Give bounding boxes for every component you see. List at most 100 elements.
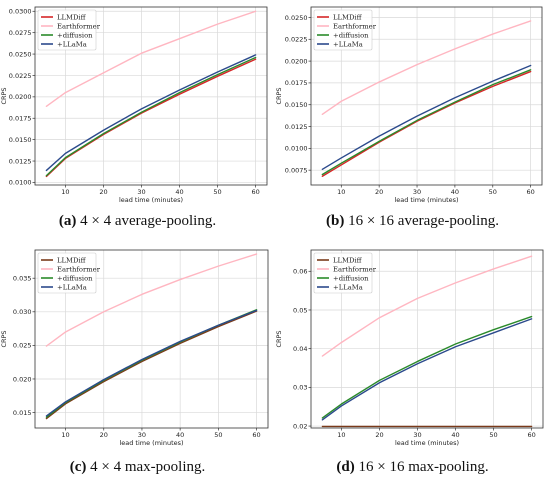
y-tick-label: 0.06 <box>293 268 307 276</box>
chart-b: 10 20 30 40 50 60 0.0075 0.0100 0.0125 0.0150 0.01… <box>275 0 550 212</box>
caption-d-text: 16 × 16 max-pooling. <box>354 459 489 475</box>
x-axis-label: lead time (minutes) <box>395 439 459 447</box>
legend-entry: Earthformer <box>333 265 377 273</box>
y-tick-label: 0.020 <box>13 375 32 383</box>
legend-box <box>37 252 97 294</box>
chart-a-svg: 10 20 30 40 50 60 0.0100 0.0125 0.0150 0.0175 0.02… <box>0 6 268 204</box>
chart-d: 10 20 30 40 50 60 0.02 0.03 0.04 0.05 0.06 lead tim… <box>275 243 550 455</box>
legend-entry: Earthformer <box>333 22 377 30</box>
y-tick-label: 0.0200 <box>285 57 308 65</box>
y-tick-label: 0.025 <box>13 342 32 350</box>
caption-b-text: 16 × 16 average-pooling. <box>344 213 499 229</box>
chart-c-svg: 10 20 30 40 50 60 0.015 0.020 0.025 0.030 0.035 lea… <box>0 249 269 447</box>
x-tick-label: 60 <box>527 431 535 439</box>
caption-b: (b) 16 × 16 average-pooling. <box>275 213 550 230</box>
caption-a-text: 4 × 4 average-pooling. <box>76 213 217 229</box>
legend-entry: +diffusion <box>333 274 369 282</box>
y-tick-label: 0.03 <box>293 384 307 392</box>
legend-box <box>313 252 373 294</box>
series-line-earthformer <box>321 20 532 116</box>
series-line-earthformer <box>321 255 533 357</box>
legend-entry: LLMDiff <box>57 256 87 264</box>
x-tick-label: 30 <box>413 188 421 196</box>
caption-a-label: (a) <box>58 213 77 229</box>
legend-entry: LLMDiff <box>333 13 363 21</box>
series-line-plus-diffusion <box>321 315 533 419</box>
y-tick-label: 0.0275 <box>9 29 32 37</box>
x-tick-label: 50 <box>489 188 497 196</box>
y-axis-label: CRPS <box>275 87 283 104</box>
x-tick-label: 40 <box>451 431 459 439</box>
chart-d-svg: 10 20 30 40 50 60 0.02 0.03 0.04 0.05 0.06 lead tim… <box>275 249 544 447</box>
y-axis-label: CRPS <box>0 330 8 347</box>
series-line-earthformer <box>45 10 257 107</box>
legend-entry: LLMDiff <box>333 256 363 264</box>
caption-c-text: 4 × 4 max-pooling. <box>86 459 206 475</box>
chart-c: 10 20 30 40 50 60 0.015 0.020 0.025 0.030 0.035 lea… <box>0 243 275 455</box>
y-tick-label: 0.0125 <box>285 123 308 131</box>
legend-entry: Earthformer <box>57 265 101 273</box>
caption-a: (a) 4 × 4 average-pooling. <box>0 213 275 230</box>
y-tick-label: 0.035 <box>13 275 32 283</box>
y-tick-label: 0.0250 <box>285 14 308 22</box>
series-line-llmdiff <box>45 310 258 420</box>
caption-c: (c) 4 × 4 max-pooling. <box>0 459 275 476</box>
series-line-plus-diffusion <box>45 56 257 177</box>
series-line-llmdiff <box>321 70 532 177</box>
y-tick-label: 0.0175 <box>285 79 308 87</box>
x-tick-label: 10 <box>337 431 345 439</box>
x-tick-label: 10 <box>337 188 345 196</box>
y-tick-label: 0.030 <box>13 308 32 316</box>
y-tick-label: 0.0175 <box>9 115 32 123</box>
chart-b-svg: 10 20 30 40 50 60 0.0075 0.0100 0.0125 0.0150 0.01… <box>275 6 543 204</box>
x-tick-label: 20 <box>375 188 383 196</box>
x-axis-label: lead time (minutes) <box>119 439 183 447</box>
y-tick-label: 0.0200 <box>9 93 32 101</box>
x-tick-label: 60 <box>251 188 259 196</box>
x-tick-label: 20 <box>100 431 108 439</box>
x-tick-label: 30 <box>413 431 421 439</box>
y-tick-label: 0.0100 <box>285 145 308 153</box>
legend-entry: +LLaMa <box>333 283 363 291</box>
y-tick-label: 0.0250 <box>9 50 32 58</box>
legend-entry: +diffusion <box>57 31 93 39</box>
y-tick-label: 0.04 <box>293 345 307 353</box>
legend-box <box>37 9 97 51</box>
y-tick-label: 0.02 <box>293 422 307 430</box>
y-tick-label: 0.0150 <box>9 136 32 144</box>
x-tick-label: 60 <box>526 188 534 196</box>
y-tick-label: 0.05 <box>293 306 307 314</box>
x-axis-label: lead time (minutes) <box>394 196 458 204</box>
legend-entry: +LLaMa <box>333 40 363 48</box>
legend-box <box>313 9 373 51</box>
x-tick-label: 40 <box>175 188 183 196</box>
series-line-llmdiff <box>45 58 257 178</box>
y-tick-label: 0.0125 <box>9 157 32 165</box>
legend-entry: +LLaMa <box>57 40 87 48</box>
series-line-plus-llama <box>45 54 257 172</box>
y-tick-label: 0.0225 <box>285 36 308 44</box>
x-tick-label: 30 <box>137 188 145 196</box>
legend-entry: Earthformer <box>57 22 101 30</box>
y-tick-label: 0.0150 <box>285 101 308 109</box>
caption-d-label: (d) <box>336 459 355 475</box>
x-tick-label: 40 <box>176 431 184 439</box>
legend-entry: LLMDiff <box>57 13 87 21</box>
plot-frame <box>310 249 544 429</box>
x-tick-label: 50 <box>489 431 497 439</box>
x-tick-label: 40 <box>451 188 459 196</box>
y-tick-label: 0.0100 <box>9 179 32 187</box>
series-line-earthformer <box>45 253 258 347</box>
x-tick-label: 50 <box>214 431 222 439</box>
series-line-plus-llama <box>321 318 533 421</box>
y-tick-label: 0.0075 <box>285 166 308 174</box>
series-line-plus-diffusion <box>321 69 532 176</box>
y-tick-label: 0.0300 <box>9 8 32 16</box>
plot-frame <box>310 6 543 186</box>
y-axis-label: CRPS <box>0 87 8 104</box>
x-tick-label: 60 <box>252 431 260 439</box>
caption-c-label: (c) <box>69 459 87 475</box>
x-tick-label: 20 <box>375 431 383 439</box>
caption-b-label: (b) <box>325 213 345 229</box>
series-line-plus-llama <box>45 309 258 417</box>
